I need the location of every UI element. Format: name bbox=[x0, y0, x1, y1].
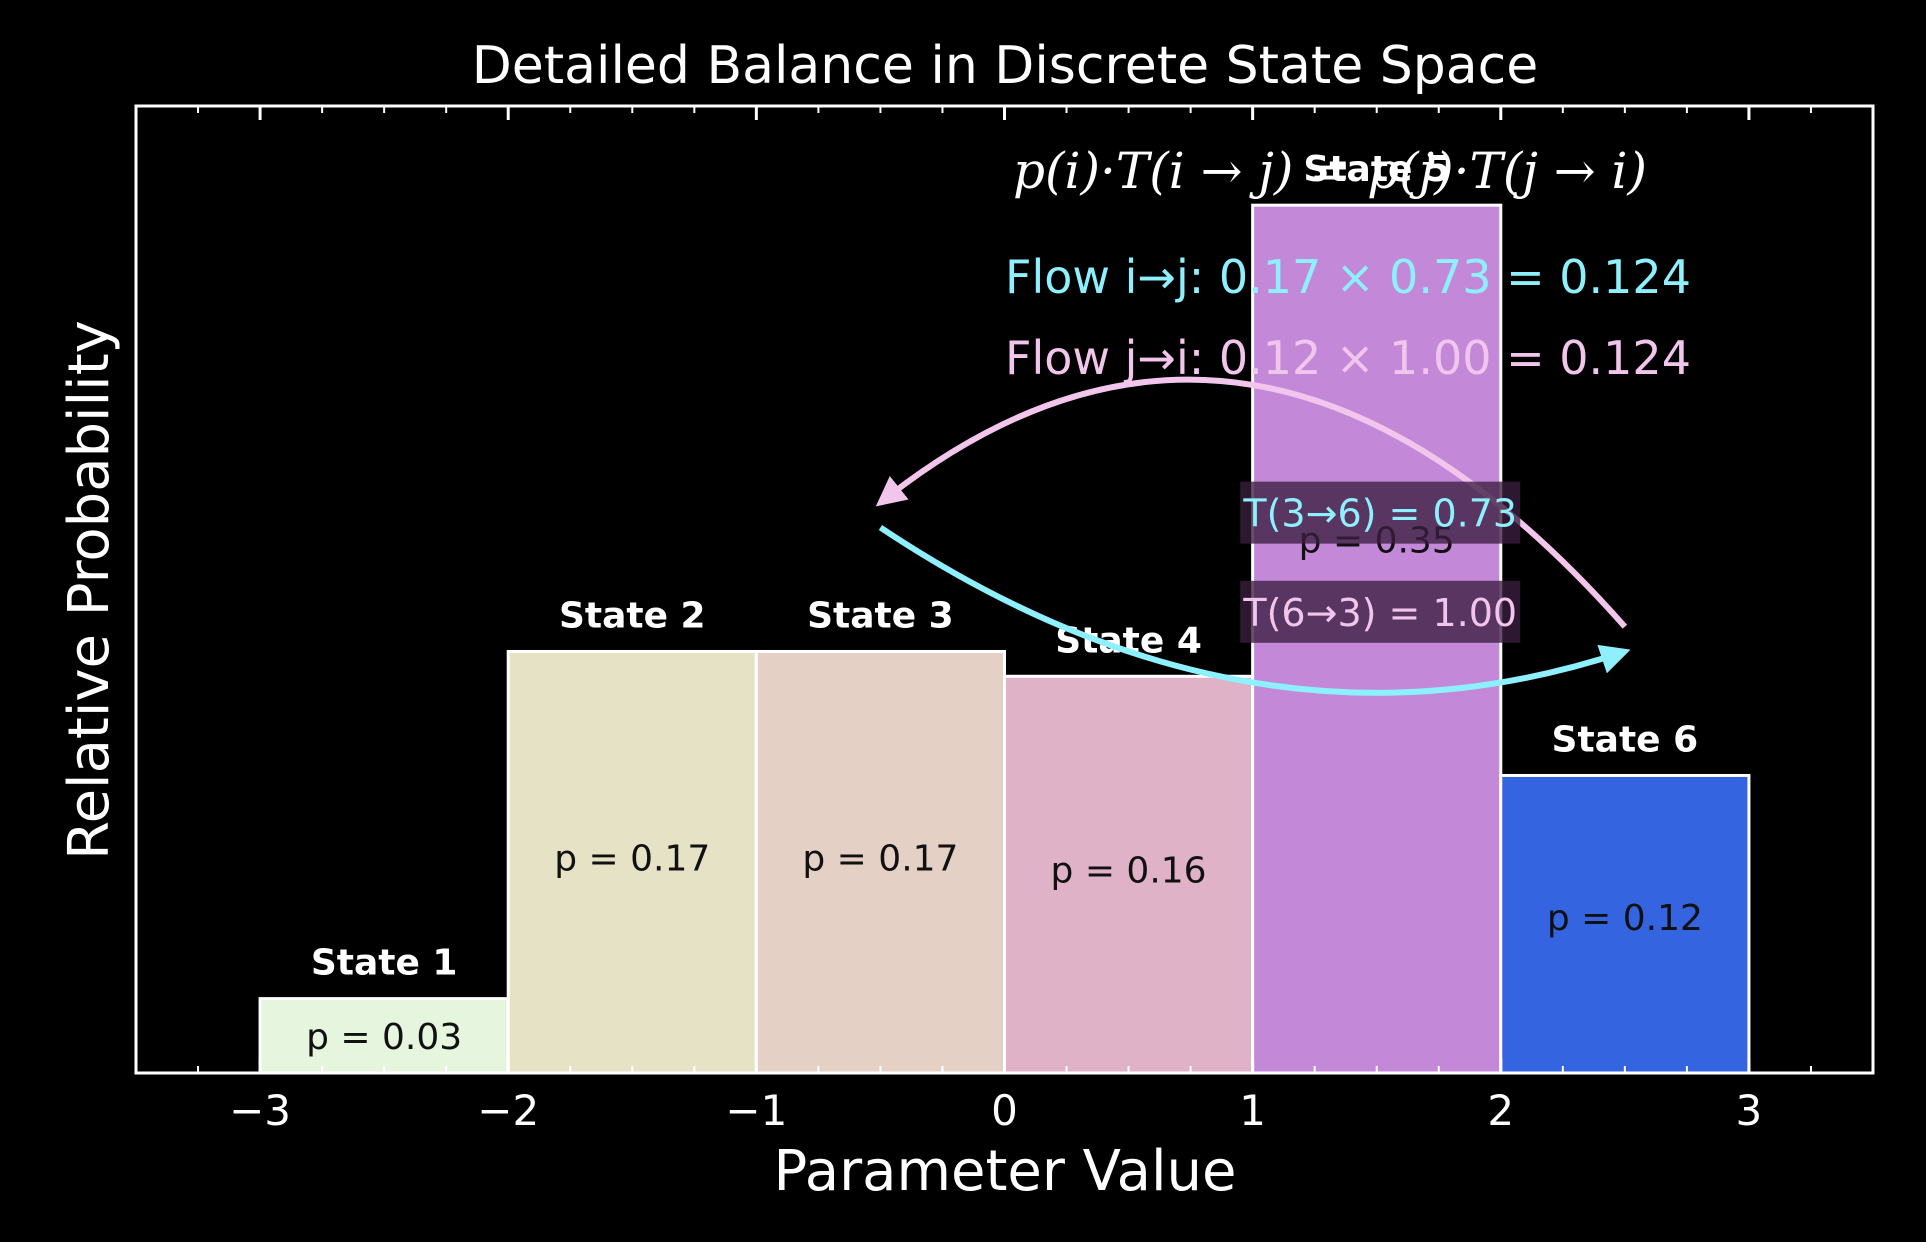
state-label-1: State 1 bbox=[311, 943, 458, 984]
bars-layer: State 1 p = 0.03 State 2 p = 0.17 State 3 p =… bbox=[258, 149, 1751, 1075]
p-label-1: p = 0.03 bbox=[306, 1017, 462, 1058]
bar-state-4 bbox=[1003, 674, 1255, 1075]
x-tick-label: −2 bbox=[477, 1086, 539, 1135]
state-label-5: State 5 bbox=[1303, 149, 1450, 190]
y-axis-label: Relative Probability bbox=[57, 320, 122, 860]
bar-state-6 bbox=[1499, 773, 1751, 1075]
p-label-3: p = 0.17 bbox=[802, 839, 958, 880]
state-label-3: State 3 bbox=[807, 595, 954, 636]
p-label-6: p = 0.12 bbox=[1547, 898, 1703, 939]
p-label-2: p = 0.17 bbox=[554, 839, 710, 880]
x-axis-label: Parameter Value bbox=[774, 1139, 1237, 1204]
x-tick-label: 0 bbox=[991, 1086, 1018, 1135]
flow-j-to-i-label: Flow j→i: 0.12 × 1.00 = 0.124 bbox=[1005, 331, 1691, 385]
bar-state-3 bbox=[754, 649, 1006, 1075]
state-label-4: State 4 bbox=[1055, 620, 1202, 661]
state-label-2: State 2 bbox=[559, 595, 706, 636]
transition-label-box-1 bbox=[1240, 481, 1521, 544]
state-label-6: State 6 bbox=[1552, 719, 1699, 760]
x-axis-ticks: −3 −2 −1 0 1 2 3 bbox=[135, 106, 1874, 1135]
x-tick-label: 1 bbox=[1239, 1086, 1266, 1135]
transition-arrow-1 bbox=[878, 525, 1631, 696]
detailed-balance-equation: p(i)·T(i → j) = p(j)·T(j → i) bbox=[1013, 142, 1647, 200]
x-tick-label: −1 bbox=[725, 1086, 787, 1135]
chart-title: Detailed Balance in Discrete State Space bbox=[472, 36, 1539, 96]
transition-label-box-2 bbox=[1240, 580, 1521, 643]
x-tick-label: −3 bbox=[229, 1086, 291, 1135]
transition-labels: T(3→6) = 0.73 T(6→3) = 1.00 bbox=[1240, 481, 1521, 643]
transition-label-1: T(3→6) = 0.73 bbox=[1242, 492, 1517, 536]
bar-state-1 bbox=[258, 997, 510, 1075]
p-label-4: p = 0.16 bbox=[1051, 851, 1207, 892]
flow-i-to-j-label: Flow i→j: 0.17 × 0.73 = 0.124 bbox=[1005, 250, 1691, 304]
transition-label-2: T(6→3) = 1.00 bbox=[1242, 591, 1517, 635]
x-tick-label: 2 bbox=[1487, 1086, 1514, 1135]
x-tick-label: 3 bbox=[1736, 1086, 1763, 1135]
